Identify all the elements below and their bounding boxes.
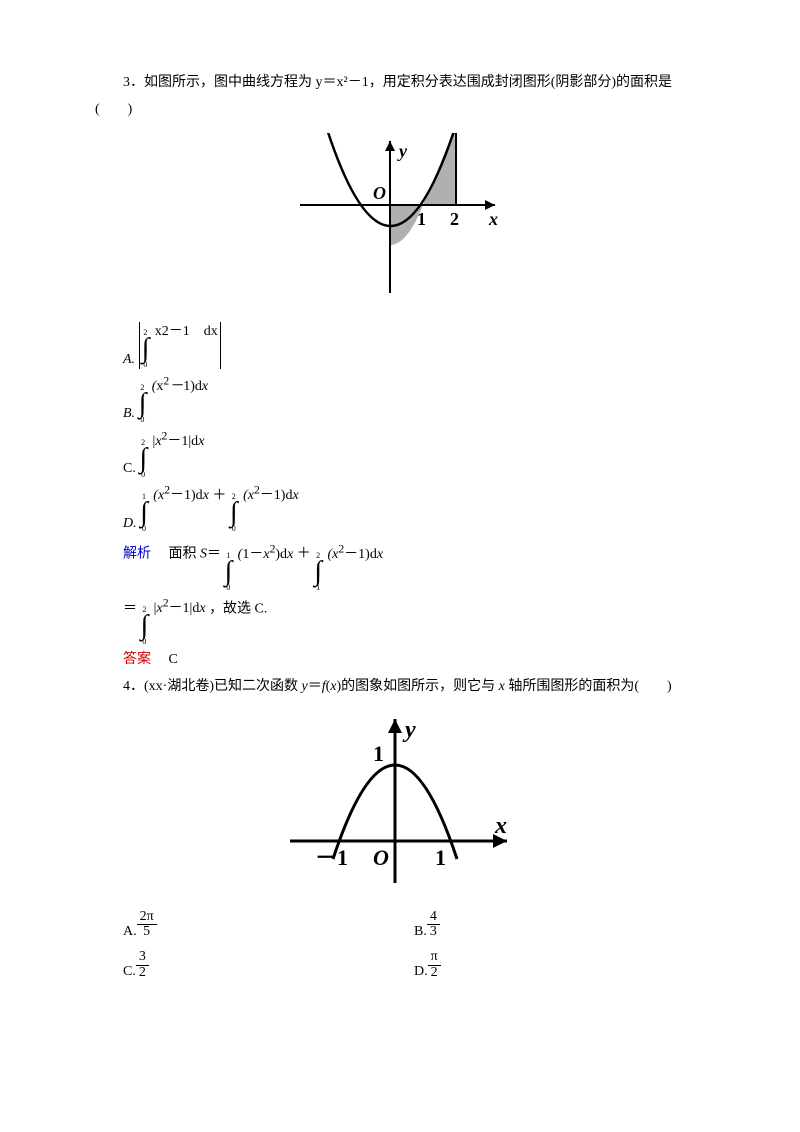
choice-letter: D. xyxy=(414,964,428,980)
integral-icon: 2 ∫ 0 xyxy=(139,384,147,424)
solution-prefix: 面积 S＝ xyxy=(155,547,222,562)
solution-body: (x2－1)dx xyxy=(327,547,383,562)
q4-figure: y x O 1 1 －1 xyxy=(95,711,705,896)
axis-y-label: y xyxy=(397,141,408,161)
axis-x-label: x xyxy=(488,209,498,229)
answer-label: 答案 xyxy=(123,652,151,667)
choice-letter: A. xyxy=(123,350,135,370)
q3-solution-line2: ＝ 2 ∫ 0 |x2－1|dx ，故选 C. xyxy=(123,596,705,647)
q3-answer: 答案 C xyxy=(123,650,705,670)
integral-icon: 1 ∫ 0 xyxy=(225,552,233,592)
tick-neg1: －1 xyxy=(315,845,348,870)
solution-body: (1－x2)dx xyxy=(238,547,294,562)
integral-icon: 2 ∫ 0 xyxy=(230,493,238,533)
choice-body: x2－1 dx xyxy=(155,324,218,339)
choice-letter: C. xyxy=(123,459,136,479)
tick-1: 1 xyxy=(417,209,426,229)
q4-choice-b: B. 4 3 xyxy=(414,910,705,940)
equals: ＝ xyxy=(123,601,137,616)
q4-choice-d: D. π 2 xyxy=(414,950,705,980)
solution-suffix: ，故选 C. xyxy=(209,601,267,616)
axis-x-label: x xyxy=(494,813,507,839)
fraction: 4 3 xyxy=(427,910,440,940)
fraction: 3 2 xyxy=(136,950,149,980)
axis-y-label: y xyxy=(402,717,416,743)
q4-text: 4．(xx·湖北卷)已知二次函数 y＝f(x)的图象如图所示，则它与 x 轴所围… xyxy=(123,679,672,694)
tick-2: 2 xyxy=(450,209,459,229)
q4-stem: 4．(xx·湖北卷)已知二次函数 y＝f(x)的图象如图所示，则它与 x 轴所围… xyxy=(95,674,705,701)
q3-stem: 3．如图所示，图中曲线方程为 y＝x²－1，用定积分表达围成封闭图形(阴影部分)… xyxy=(95,70,705,123)
q3-choice-c: C. 2 ∫ 0 |x2－1|dx xyxy=(123,428,705,479)
choice-body: (x2－1)dx xyxy=(153,488,209,503)
choice-letter: C. xyxy=(123,964,136,980)
choice-body: |x2－1|dx xyxy=(153,434,205,449)
choice-letter: A. xyxy=(123,924,137,940)
q3-choice-a: A. 2 ∫ 0 x2－1 dx xyxy=(123,322,705,369)
tick-top: 1 xyxy=(373,741,384,766)
integral-icon: 2 ∫ 0 xyxy=(141,606,149,646)
q3-choice-b: B. 2 ∫ 0 (x2－1)dx xyxy=(123,373,705,424)
q4-choices: A. 2π 5 B. 4 3 C. 3 2 D. π 2 xyxy=(123,910,705,981)
q3-text: 3．如图所示，图中曲线方程为 y＝x²－1，用定积分表达围成封闭图形(阴影部分)… xyxy=(95,75,672,117)
origin-label: O xyxy=(373,183,386,203)
q4-choice-c: C. 3 2 xyxy=(123,950,414,980)
choice-body: (x2－1)dx xyxy=(243,488,299,503)
integral-icon: 2 ∫ 0 xyxy=(142,329,150,369)
choice-body: (x2－1)dx xyxy=(152,379,208,394)
fraction: π 2 xyxy=(428,950,441,980)
tick-1: 1 xyxy=(435,845,446,870)
choice-letter: D. xyxy=(123,514,137,534)
answer-value: C xyxy=(155,652,178,667)
q3-figure: y x O 1 2 xyxy=(95,133,705,308)
origin-label: O xyxy=(373,845,389,870)
solution-body: |x2－1|dx xyxy=(154,601,206,616)
q4-choice-a: A. 2π 5 xyxy=(123,910,414,940)
integral-icon: 2 ∫ 1 xyxy=(314,552,322,592)
q3-choice-d: D. 1 ∫ 0 (x2－1)dx ＋ 2 ∫ 0 (x2－1)dx xyxy=(123,483,705,534)
solution-label: 解析 xyxy=(123,547,151,562)
integral-icon: 2 ∫ 0 xyxy=(139,439,147,479)
choice-letter: B. xyxy=(414,924,427,940)
fraction: 2π 5 xyxy=(137,910,157,940)
choice-letter: B. xyxy=(123,404,135,424)
q3-solution-line1: 解析 面积 S＝ 1 ∫ 0 (1－x2)dx ＋ 2 ∫ 1 (x2－1)dx xyxy=(123,541,705,592)
integral-icon: 1 ∫ 0 xyxy=(140,493,148,533)
